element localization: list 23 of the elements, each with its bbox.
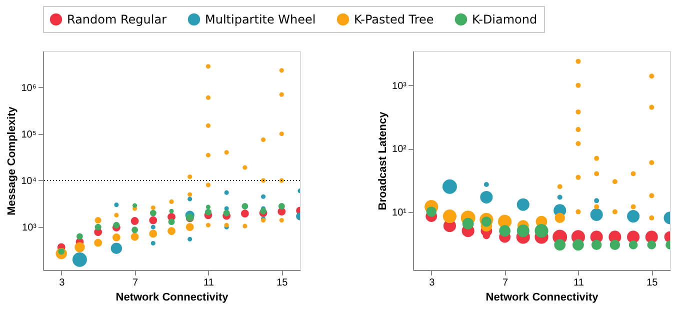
legend-label: Multipartite Wheel bbox=[205, 12, 316, 26]
y-tick-label: 10² bbox=[392, 144, 408, 156]
x-tick-label: 15 bbox=[276, 278, 288, 288]
legend-label: K-Pasted Tree bbox=[354, 12, 434, 26]
x-axis-title: Network Connectivity bbox=[486, 292, 600, 304]
x-axis-title: Network Connectivity bbox=[116, 292, 230, 304]
legend-label: K-Diamond bbox=[472, 12, 538, 26]
y-axis-title: Broadcast Latency bbox=[377, 110, 390, 210]
y-tick-label: 10³ bbox=[392, 80, 408, 92]
y-axis-title: Message Complexity bbox=[6, 106, 18, 216]
y-tick-label: 10⁶ bbox=[21, 82, 36, 94]
y-tick-label: 10¹ bbox=[392, 207, 408, 218]
x-tick-label: 3 bbox=[59, 278, 66, 288]
x-tick-label: 15 bbox=[646, 278, 658, 288]
y-tick-label: 10⁵ bbox=[21, 129, 36, 140]
y-tick-label: 10⁴ bbox=[21, 176, 36, 187]
x-tick-label: 11 bbox=[204, 278, 214, 288]
x-tick-label: 3 bbox=[429, 278, 436, 288]
y-tick-label: 10³ bbox=[22, 222, 38, 234]
x-tick-label: 11 bbox=[574, 278, 584, 288]
legend-label: Random Regular bbox=[67, 12, 167, 26]
x-tick-label: 7 bbox=[502, 278, 509, 288]
x-tick-label: 7 bbox=[132, 278, 139, 288]
